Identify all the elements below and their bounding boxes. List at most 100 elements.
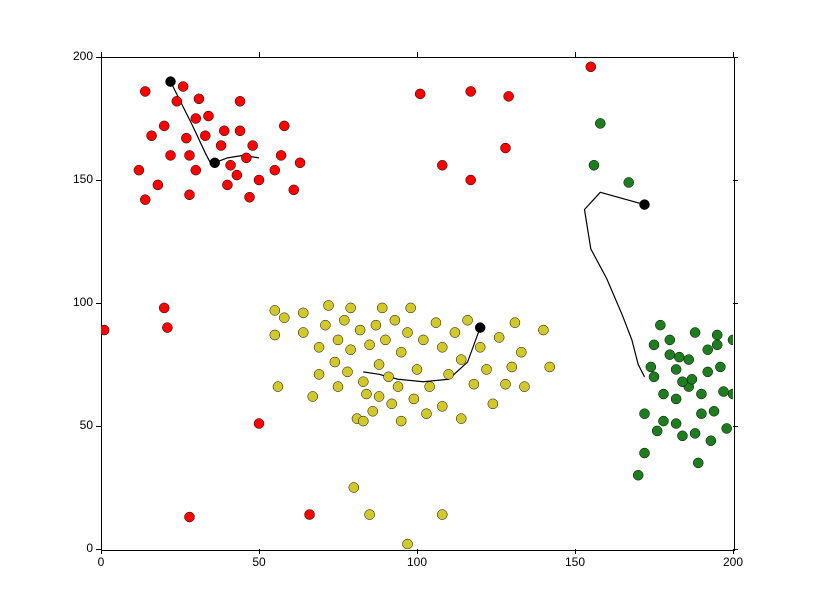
y-tick-label: 200: [73, 49, 93, 63]
scatter-point-cluster-green: [658, 416, 668, 426]
x-tick-label: 200: [723, 555, 743, 569]
scatter-point-cluster-green: [687, 374, 697, 384]
scatter-point-cluster-yellow: [387, 399, 397, 409]
scatter-point-cluster-yellow: [270, 305, 280, 315]
scatter-point-cluster-green: [693, 458, 703, 468]
trajectory-line: [584, 192, 644, 376]
scatter-point-cluster-green: [665, 350, 675, 360]
scatter-point-cluster-red: [222, 180, 232, 190]
scatter-point-cluster-yellow: [538, 325, 548, 335]
scatter-point-cluster-red: [147, 131, 157, 141]
scatter-point-cluster-red: [254, 175, 264, 185]
scatter-point-cluster-red: [279, 121, 289, 131]
scatter-point-cluster-green: [696, 389, 706, 399]
scatter-point-cluster-yellow: [365, 510, 375, 520]
scatter-point-cluster-yellow: [516, 347, 526, 357]
scatter-point-cluster-green: [640, 409, 650, 419]
scatter-point-cluster-red: [295, 158, 305, 168]
scatter-point-cluster-yellow: [390, 315, 400, 325]
y-tick-mark-right: [733, 426, 738, 427]
scatter-point-cluster-green: [658, 389, 668, 399]
x-tick-mark: [101, 549, 102, 554]
scatter-point-cluster-yellow: [374, 360, 384, 370]
scatter-point-cluster-red: [184, 190, 194, 200]
scatter-point-cluster-green: [646, 362, 656, 372]
scatter-point-cluster-yellow: [365, 340, 375, 350]
x-tick-label: 150: [565, 555, 585, 569]
scatter-point-cluster-yellow: [545, 362, 555, 372]
scatter-point-cluster-red: [191, 165, 201, 175]
scatter-point-cluster-yellow: [333, 335, 343, 345]
scatter-point-cluster-yellow: [437, 342, 447, 352]
scatter-point-cluster-yellow: [409, 394, 419, 404]
scatter-point-cluster-yellow: [403, 328, 413, 338]
scatter-point-cluster-red: [181, 133, 191, 143]
scatter-point-cluster-yellow: [361, 389, 371, 399]
scatter-point-cluster-yellow: [384, 372, 394, 382]
scatter-point-cluster-red: [226, 160, 236, 170]
scatter-point-cluster-yellow: [396, 416, 406, 426]
scatter-point-cluster-red: [437, 160, 447, 170]
scatter-point-cluster-red: [305, 510, 315, 520]
scatter-point-cluster-red: [254, 419, 264, 429]
scatter-point-cluster-red: [216, 141, 226, 151]
scatter-point-cluster-green: [719, 387, 729, 397]
scatter-point-cluster-green: [703, 345, 713, 355]
scatter-point-cluster-yellow: [519, 382, 529, 392]
scatter-point-cluster-red: [586, 62, 596, 72]
y-tick-label: 50: [80, 418, 93, 432]
scatter-point-cluster-yellow: [320, 320, 330, 330]
scatter-point-cluster-red: [159, 121, 169, 131]
scatter-point-cluster-red: [200, 131, 210, 141]
scatter-point-cluster-yellow: [355, 325, 365, 335]
scatter-point-cluster-yellow: [368, 406, 378, 416]
scatter-point-cluster-yellow: [425, 382, 435, 392]
scatter-point-cluster-red: [194, 94, 204, 104]
scatter-point-cluster-green: [690, 328, 700, 338]
scatter-point-cluster-green: [640, 448, 650, 458]
scatter-point-cluster-yellow: [342, 367, 352, 377]
scatter-point-cluster-yellow: [339, 315, 349, 325]
scatter-point-cluster-green: [652, 426, 662, 436]
y-tick-mark-right: [733, 303, 738, 304]
scatter-point-cluster-green: [712, 340, 722, 350]
scatter-point-cluster-green: [655, 320, 665, 330]
scatter-point-cluster-green: [674, 352, 684, 362]
x-tick-mark: [417, 549, 418, 554]
scatter-point-cluster-yellow: [393, 382, 403, 392]
y-tick-mark-right: [733, 57, 738, 58]
scatter-point-cluster-green: [690, 428, 700, 438]
scatter-point-cluster-yellow: [314, 342, 324, 352]
scatter-point-cluster-yellow: [403, 539, 413, 549]
scatter-point-cluster-yellow: [482, 364, 492, 374]
scatter-point-cluster-yellow: [298, 328, 308, 338]
scatter-point-cluster-red: [276, 150, 286, 160]
scatter-point-cluster-red: [466, 86, 476, 96]
scatter-point-cluster-red: [166, 150, 176, 160]
scatter-point-cluster-green: [589, 160, 599, 170]
scatter-point-cluster-green: [677, 431, 687, 441]
scatter-point-cluster-green: [665, 335, 675, 345]
scatter-point-cluster-red: [140, 195, 150, 205]
scatter-point-cluster-yellow: [330, 357, 340, 367]
scatter-point-cluster-yellow: [463, 315, 473, 325]
scatter-point-cluster-red: [172, 96, 182, 106]
scatter-point-cluster-green: [677, 377, 687, 387]
y-tick-label: 100: [73, 295, 93, 309]
scatter-point-cluster-yellow: [475, 342, 485, 352]
scatter-point-cluster-red: [232, 170, 242, 180]
x-tick-mark: [259, 549, 260, 554]
scatter-point-cluster-yellow: [358, 416, 368, 426]
scatter-point-cluster-red: [159, 303, 169, 313]
scatter-point-cluster-green: [671, 419, 681, 429]
scatter-point-cluster-yellow: [469, 379, 479, 389]
scatter-point-cluster-yellow: [507, 362, 517, 372]
scatter-point-cluster-yellow: [279, 313, 289, 323]
scatter-point-cluster-yellow: [412, 364, 422, 374]
y-tick-mark-right: [733, 549, 738, 550]
scatter-point-cluster-red: [289, 185, 299, 195]
scatter-point-cluster-red: [245, 192, 255, 202]
scatter-point-cluster-green: [728, 389, 738, 399]
scatter-point-cluster-green: [696, 409, 706, 419]
scatter-point-cluster-green: [649, 372, 659, 382]
